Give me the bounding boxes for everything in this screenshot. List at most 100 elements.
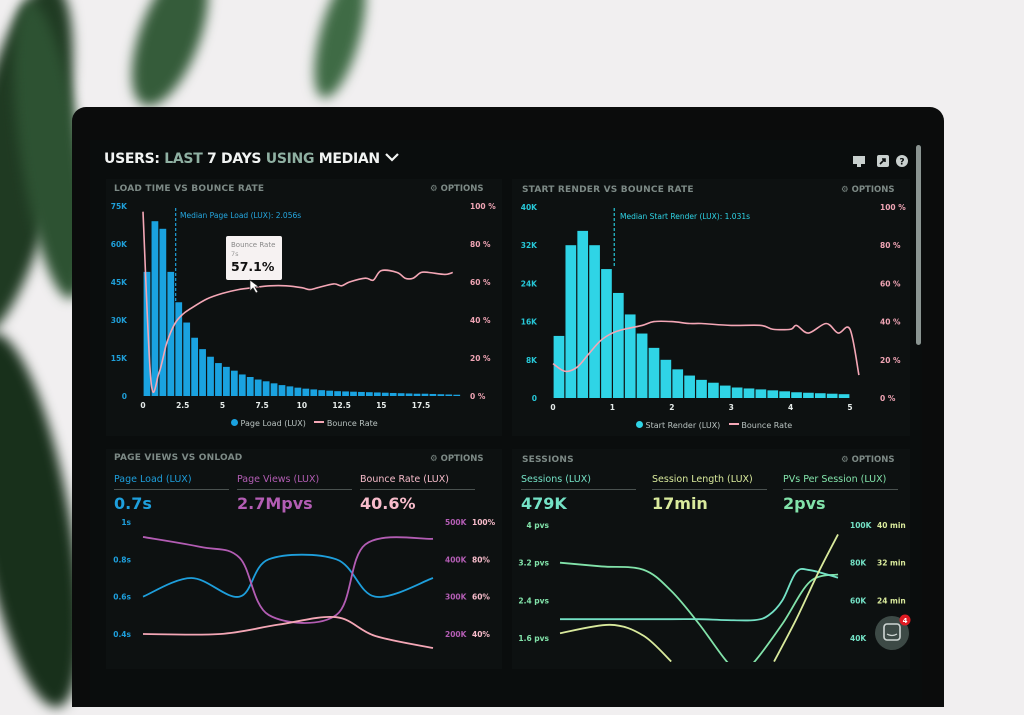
- x-tick-label: 5: [220, 401, 225, 410]
- legend-item[interactable]: Page Load (LUX): [240, 419, 306, 428]
- legend-dot: [231, 419, 238, 426]
- x-tick-label: 2: [669, 403, 674, 412]
- tooltip-value: 57.1%: [231, 259, 275, 274]
- histogram-bar: [151, 221, 159, 396]
- y3-tick-label: 24 min: [877, 596, 906, 605]
- legend: Start Render (LUX) Bounce Rate: [636, 421, 792, 430]
- y-tick-label: 0.6s: [113, 593, 131, 602]
- histogram-bar: [159, 228, 167, 396]
- histogram-bar: [342, 391, 349, 396]
- histogram-bar: [175, 302, 183, 396]
- metric-value: 2.7Mpvs: [237, 494, 313, 513]
- histogram-bar: [254, 379, 262, 396]
- series-line: [142, 536, 434, 624]
- histogram-bar: [207, 356, 214, 396]
- histogram-bar: [613, 292, 624, 398]
- histogram-bar: [445, 394, 453, 396]
- histogram-bar: [350, 391, 357, 396]
- metric-label: Bounce Rate (LUX): [360, 474, 475, 490]
- y2-tick-label: 40K: [850, 634, 867, 643]
- histogram-bar: [731, 387, 743, 398]
- monitor-icon[interactable]: [853, 156, 865, 167]
- legend-item[interactable]: Bounce Rate: [326, 419, 378, 428]
- x-tick-label: 12.5: [332, 401, 351, 410]
- histogram-bar: [230, 370, 238, 396]
- header-range[interactable]: 7 DAYS: [207, 151, 262, 167]
- y-tick-label: 45K: [111, 278, 128, 287]
- legend-dot: [636, 421, 643, 428]
- series-line: [560, 568, 839, 622]
- options-button[interactable]: ⚙ OPTIONS: [430, 454, 484, 464]
- y2-tick-label: 40 %: [880, 318, 901, 327]
- help-icon[interactable]: ?: [896, 155, 908, 168]
- histogram-bar: [405, 393, 413, 396]
- histogram-bar: [767, 390, 779, 398]
- histogram-bar: [838, 394, 850, 398]
- badge-count: 4: [903, 617, 908, 625]
- chat-icon: [883, 623, 901, 641]
- legend-item[interactable]: Start Render (LUX): [645, 421, 721, 430]
- y-tick-label: 1s: [121, 518, 131, 527]
- histogram-bar: [358, 391, 365, 396]
- series-line: [142, 211, 454, 393]
- header-aggregate[interactable]: MEDIAN: [318, 151, 380, 167]
- metric-value: 479K: [521, 494, 567, 513]
- histogram-bar: [779, 391, 790, 398]
- histogram-bar: [373, 392, 381, 396]
- histogram-bar: [389, 392, 397, 396]
- options-button[interactable]: ⚙ OPTIONS: [430, 184, 484, 194]
- x-tick-label: 0: [550, 403, 555, 412]
- metric-value: 40.6%: [360, 494, 416, 513]
- y2-tick-label: 80K: [850, 559, 867, 568]
- scrollbar[interactable]: [916, 145, 921, 345]
- legend-item[interactable]: Bounce Rate: [741, 421, 793, 430]
- series-line: [559, 623, 672, 662]
- histogram-bar: [246, 377, 254, 396]
- y-tick-label: 0: [122, 392, 127, 401]
- histogram-bar: [215, 363, 222, 396]
- panel-page-views: [106, 449, 502, 669]
- x-tick-label: 3: [729, 403, 734, 412]
- y3-tick-label: 40 min: [877, 521, 906, 530]
- y2-tick-label: 200K: [445, 630, 468, 639]
- y-tick-label: 3.2 pvs: [518, 559, 549, 568]
- x-tick-label: 15: [376, 401, 386, 410]
- x-tick-label: 4: [788, 403, 793, 412]
- histogram-bar: [565, 245, 577, 398]
- y-tick-label: 1.6 pvs: [518, 634, 549, 643]
- y-tick-label: 16K: [521, 318, 538, 327]
- options-label: OPTIONS: [851, 455, 895, 465]
- tooltip: Bounce Rate 7s 57.1%: [226, 236, 282, 280]
- histogram-bar: [318, 390, 326, 396]
- histogram-bar: [366, 392, 373, 396]
- histogram-bar: [601, 269, 612, 398]
- y2-tick-label: 40 %: [470, 316, 491, 325]
- histogram-bar: [684, 375, 695, 398]
- histogram-bar: [326, 390, 334, 396]
- cursor-icon: [249, 279, 261, 294]
- median-label: Median Page Load (LUX): 2.056s: [180, 211, 301, 220]
- y2-tick-label: 100 %: [470, 202, 496, 211]
- y2-tick-label: 80 %: [880, 241, 901, 250]
- chat-widget-button[interactable]: 4: [875, 614, 911, 651]
- histogram-bar: [223, 366, 230, 396]
- share-icon[interactable]: [877, 155, 889, 167]
- header-users: USERS:: [104, 151, 160, 167]
- histogram-bar: [278, 385, 286, 396]
- date-range-selector[interactable]: USERS: LAST 7 DAYS USING MEDIAN: [104, 151, 400, 167]
- series-line: [552, 320, 860, 376]
- series-group: [559, 534, 839, 662]
- y3-tick-label: 100%: [472, 518, 496, 527]
- chevron-down-icon[interactable]: [384, 152, 400, 162]
- metric-label: PVs Per Session (LUX): [783, 474, 898, 490]
- y-tick-label: 4 pvs: [526, 521, 549, 530]
- header-last: LAST: [164, 151, 203, 167]
- histogram-bar: [648, 347, 660, 398]
- svg-text:?: ?: [899, 158, 904, 168]
- x-tick-label: 2.5: [176, 401, 189, 410]
- panel-title: SESSIONS: [522, 455, 574, 465]
- options-button[interactable]: ⚙ OPTIONS: [841, 185, 895, 195]
- histogram-bar: [553, 335, 565, 398]
- options-button[interactable]: ⚙ OPTIONS: [841, 455, 895, 465]
- panel-title: LOAD TIME VS BOUNCE RATE: [114, 184, 265, 194]
